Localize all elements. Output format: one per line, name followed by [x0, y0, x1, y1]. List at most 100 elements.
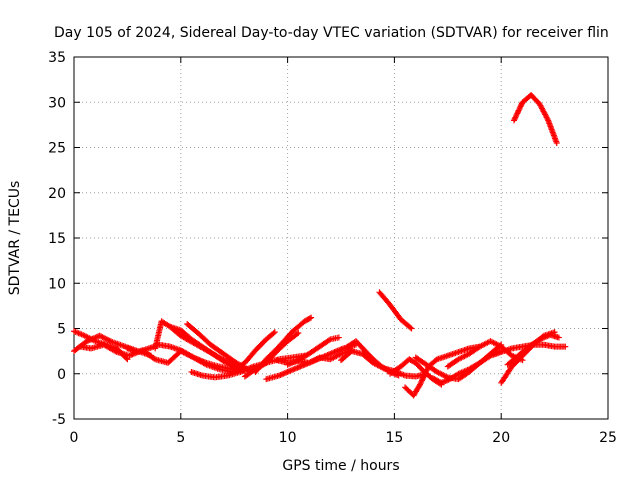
interpolated-markers	[516, 344, 531, 358]
interpolated-markers	[328, 351, 343, 362]
series-trace-11	[252, 314, 315, 375]
interpolated-markers	[318, 337, 332, 349]
interpolated-markers	[83, 333, 97, 344]
interpolated-markers	[527, 337, 542, 349]
interpolated-markers	[277, 330, 294, 349]
interpolated-markers	[209, 342, 226, 356]
data-point	[271, 329, 278, 336]
chart-title: Day 105 of 2024, Sidereal Day-to-day VTE…	[54, 25, 609, 41]
interpolated-markers	[388, 303, 403, 322]
interpolated-markers	[537, 102, 551, 122]
interpolated-markers	[411, 383, 423, 398]
interpolated-markers	[264, 330, 277, 342]
series-trace-7	[184, 320, 253, 374]
y-tick-label: 10	[48, 276, 66, 292]
interpolated-markers	[467, 360, 482, 372]
series-trace-25	[504, 331, 562, 368]
interpolated-markers	[72, 328, 87, 339]
series-trace-20	[412, 341, 505, 383]
interpolated-markers	[242, 348, 258, 365]
y-tick-label: -5	[52, 412, 66, 428]
interpolated-markers	[478, 353, 493, 365]
data-points	[71, 92, 569, 399]
interpolated-markers	[179, 348, 196, 360]
series-trace-26	[511, 92, 560, 146]
interpolated-markers	[253, 337, 269, 353]
data-point	[295, 330, 302, 337]
data-point	[190, 354, 197, 361]
data-point	[335, 334, 342, 341]
interpolated-markers	[303, 315, 313, 324]
interpolated-markers	[189, 337, 204, 349]
data-point	[308, 314, 315, 321]
interpolated-markers	[545, 118, 560, 145]
interpolated-markers	[160, 319, 172, 329]
x-tick-label: 15	[385, 430, 403, 446]
interpolated-markers	[360, 351, 375, 365]
series-trace-23	[487, 341, 569, 359]
interpolated-markers	[417, 364, 431, 387]
interpolated-markers	[413, 361, 427, 374]
interpolated-markers	[511, 100, 525, 122]
series-trace-9	[231, 329, 278, 374]
interpolated-markers	[152, 319, 165, 350]
interpolated-markers	[509, 353, 525, 369]
y-tick-label: 20	[48, 186, 66, 202]
interpolated-markers	[179, 328, 194, 342]
interpolated-markers	[424, 362, 439, 374]
interpolated-markers	[307, 344, 322, 356]
x-tick-label: 25	[599, 430, 617, 446]
interpolated-markers	[439, 376, 452, 386]
series-trace-13	[273, 347, 355, 366]
x-axis-label: GPS time / hours	[282, 458, 399, 474]
interpolated-markers	[200, 344, 215, 356]
y-tick-label: 30	[48, 95, 66, 111]
interpolated-markers	[499, 364, 514, 385]
interpolated-markers	[98, 333, 114, 345]
series-trace-14	[284, 334, 342, 368]
x-tick-label: 20	[492, 430, 510, 446]
interpolated-markers	[264, 344, 281, 362]
interpolated-markers	[286, 357, 300, 368]
interpolated-markers	[407, 357, 418, 366]
y-tick-label: 25	[48, 141, 66, 157]
y-tick-label: 0	[57, 367, 66, 383]
interpolated-markers	[102, 342, 119, 355]
data-point	[327, 350, 334, 357]
interpolated-markers	[457, 351, 471, 362]
interpolated-markers	[529, 93, 542, 106]
x-tick-label: 0	[70, 430, 79, 446]
interpolated-markers	[185, 322, 200, 335]
interpolated-markers	[290, 319, 307, 334]
data-point	[555, 334, 562, 341]
interpolated-markers	[377, 290, 393, 307]
x-tick-label: 10	[279, 430, 297, 446]
interpolated-markers	[354, 339, 367, 353]
data-point	[553, 139, 560, 146]
interpolated-markers	[467, 344, 482, 356]
interpolated-markers	[414, 355, 429, 367]
data-point	[562, 343, 569, 350]
interpolated-markers	[307, 355, 322, 366]
data-point	[511, 117, 518, 124]
y-tick-label: 5	[57, 322, 66, 338]
interpolated-markers	[232, 360, 247, 373]
interpolated-markers	[221, 351, 239, 365]
interpolated-markers	[196, 331, 213, 347]
interpolated-markers	[448, 371, 461, 382]
interpolated-markers	[285, 331, 300, 344]
grid	[74, 57, 608, 419]
interpolated-markers	[446, 357, 461, 369]
interpolated-markers	[457, 366, 471, 377]
interpolated-markers	[399, 317, 414, 331]
interpolated-markers	[371, 357, 384, 369]
interpolated-markers	[435, 369, 450, 380]
interpolated-markers	[489, 338, 503, 349]
y-axis-label: SDTVAR / TECUs	[7, 181, 23, 296]
data-point	[395, 372, 402, 379]
interpolated-markers	[222, 358, 236, 369]
data-point	[237, 368, 244, 375]
